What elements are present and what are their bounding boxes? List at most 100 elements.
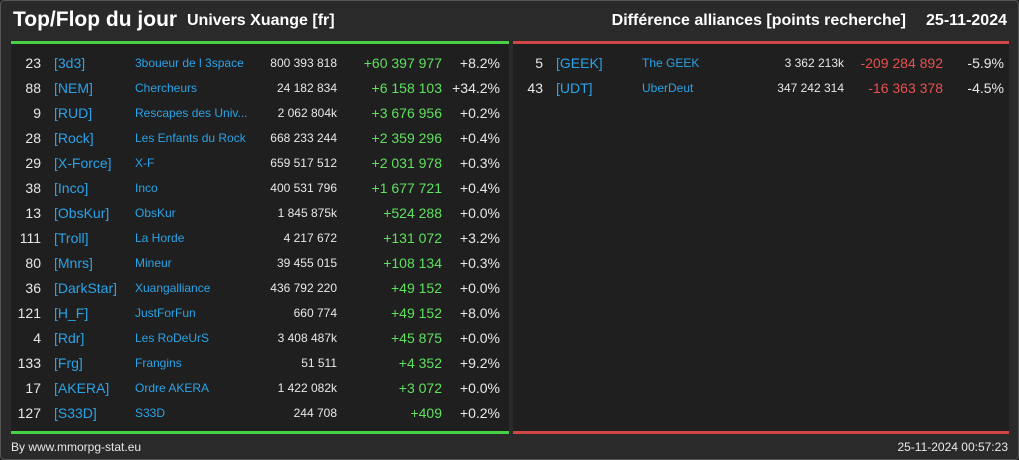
alliance-tag-link[interactable]: [X-Force] [54, 155, 112, 171]
alliance-row: 4 [Rdr] Les RoDeUrS 3 408 487k +45 875 +0.0% [11, 326, 509, 351]
alliance-name-link[interactable]: The GEEK [642, 56, 700, 70]
alliance-name-link[interactable]: Inco [135, 181, 158, 195]
alliance-rank: 29 [25, 155, 41, 171]
alliance-name-link[interactable]: 3boueur de l 3space [135, 56, 244, 70]
alliance-tag-link[interactable]: [DarkStar] [54, 280, 118, 296]
percent-change: +0.0% [459, 205, 500, 221]
alliance-row: 9 [RUD] Rescapes des Univ... 2 062 804k +3 6… [11, 101, 509, 126]
alliance-name-link[interactable]: La Horde [135, 231, 185, 245]
percent-change: +0.0% [459, 330, 500, 346]
alliance-tag-link[interactable]: [GEEK] [556, 55, 603, 71]
top-losers-panel: 5 [GEEK] The GEEK 3 362 213k -209 284 892 -5.… [513, 41, 1009, 434]
alliance-rank: 9 [33, 105, 41, 121]
alliance-points: 3 362 213k [784, 56, 844, 70]
alliance-rank: 4 [33, 330, 41, 346]
alliance-name-link[interactable]: S33D [135, 406, 166, 420]
alliance-rank: 5 [535, 55, 543, 71]
points-difference: +4 352 [398, 355, 442, 371]
percent-change: -4.5% [967, 80, 1004, 96]
alliance-tag-link[interactable]: [H_F] [54, 305, 89, 321]
points-difference: +1 677 721 [371, 180, 442, 196]
alliance-points: 660 774 [293, 306, 337, 320]
alliance-points: 1 422 082k [277, 381, 337, 395]
percent-change: +34.2% [452, 80, 500, 96]
alliance-rank: 23 [25, 55, 41, 71]
alliance-points: 51 511 [301, 356, 337, 370]
alliance-points: 3 408 487k [277, 331, 337, 345]
alliance-tag-link[interactable]: [Frg] [54, 355, 83, 371]
alliance-name-link[interactable]: Les RoDeUrS [135, 331, 210, 345]
alliance-name-link[interactable]: Les Enfants du Rock [135, 131, 246, 145]
alliance-rank: 111 [19, 230, 41, 246]
points-difference: +3 072 [398, 380, 442, 396]
alliance-name-link[interactable]: UberDeut [642, 81, 694, 95]
alliance-tag-link[interactable]: [NEM] [54, 80, 93, 96]
alliance-row: 88 [NEM] Chercheurs 24 182 834 +6 158 103 +34… [11, 76, 509, 101]
percent-change: +0.3% [459, 255, 500, 271]
header: Top/Flop du jour Univers Xuange [fr] Dif… [1, 1, 1018, 41]
points-difference: +60 397 977 [363, 55, 442, 71]
alliance-tag-link[interactable]: [Rock] [54, 130, 94, 146]
percent-change: +3.2% [459, 230, 500, 246]
alliance-name-link[interactable]: Frangins [135, 356, 182, 370]
alliance-tag-link[interactable]: [ObsKur] [54, 205, 110, 221]
alliance-row: 5 [GEEK] The GEEK 3 362 213k -209 284 892 -5.… [513, 51, 1009, 76]
alliance-row: 28 [Rock] Les Enfants du Rock 668 233 244 +2… [11, 126, 509, 151]
alliance-tag-link[interactable]: [3d3] [54, 55, 86, 71]
points-difference: +45 875 [391, 330, 442, 346]
points-difference: +524 288 [383, 205, 442, 221]
alliance-rank: 88 [25, 80, 41, 96]
alliance-name-link[interactable]: Rescapes des Univ... [135, 106, 248, 120]
alliance-rank: 17 [25, 380, 41, 396]
alliance-row: 133 [Frg] Frangins 51 511 +4 352 +9.2% [11, 351, 509, 376]
points-difference: +131 072 [383, 230, 442, 246]
alliance-points: 1 845 875k [277, 206, 337, 220]
alliance-name-link[interactable]: JustForFun [135, 306, 196, 320]
alliance-row: 121 [H_F] JustForFun 660 774 +49 152 +8.0% [11, 301, 509, 326]
alliance-rank: 43 [527, 80, 543, 96]
top-gainers-panel: 23 [3d3] 3boueur de l 3space 800 393 818 +60… [11, 41, 509, 434]
alliance-name-link[interactable]: ObsKur [135, 206, 176, 220]
alliance-points: 436 792 220 [270, 281, 337, 295]
percent-change: -5.9% [967, 55, 1004, 71]
alliance-row: 127 [S33D] S33D 244 708 +409 +0.2% [11, 401, 509, 426]
alliance-name-link[interactable]: X-F [135, 156, 155, 170]
universe-label: Univers Xuange [fr] [187, 12, 335, 29]
alliance-tag-link[interactable]: [Rdr] [54, 330, 85, 346]
percent-change: +0.4% [459, 130, 500, 146]
alliance-name-link[interactable]: Ordre AKERA [135, 381, 210, 395]
points-difference: +2 031 978 [371, 155, 442, 171]
percent-change: +8.0% [459, 305, 500, 321]
alliance-row: 80 [Mnrs] Mineur 39 455 015 +108 134 +0.3% [11, 251, 509, 276]
alliance-points: 2 062 804k [277, 106, 337, 120]
alliance-tag-link[interactable]: [Mnrs] [54, 255, 93, 271]
alliance-rank: 133 [17, 355, 41, 371]
alliance-tag-link[interactable]: [UDT] [556, 80, 593, 96]
alliance-tag-link[interactable]: [S33D] [54, 405, 97, 421]
site-credit: By www.mmorpg-stat.eu [11, 440, 142, 454]
alliance-rank: 28 [25, 130, 41, 146]
alliance-tag-link[interactable]: [Inco] [54, 180, 89, 196]
alliance-rank: 13 [25, 205, 41, 221]
points-difference: -16 363 378 [868, 80, 943, 96]
alliance-tag-link[interactable]: [AKERA] [54, 380, 110, 396]
generated-timestamp: 25-11-2024 00:57:23 [897, 440, 1008, 454]
ranking-date: 25-11-2024 [926, 12, 1007, 29]
alliance-row: 17 [AKERA] Ordre AKERA 1 422 082k +3 072 +0.0… [11, 376, 509, 401]
percent-change: +8.2% [459, 55, 500, 71]
points-difference: +49 152 [391, 280, 442, 296]
percent-change: +9.2% [459, 355, 500, 371]
alliance-tag-link[interactable]: [Troll] [54, 230, 89, 246]
page-title: Top/Flop du jour [13, 8, 178, 31]
points-difference: +49 152 [391, 305, 442, 321]
percent-change: +0.4% [459, 180, 500, 196]
alliance-name-link[interactable]: Xuangalliance [135, 281, 211, 295]
alliance-row: 43 [UDT] UberDeut 347 242 314 -16 363 378 -4.… [513, 76, 1009, 101]
alliance-row: 38 [Inco] Inco 400 531 796 +1 677 721 +0.4% [11, 176, 509, 201]
alliance-name-link[interactable]: Chercheurs [135, 81, 198, 95]
alliance-tag-link[interactable]: [RUD] [54, 105, 93, 121]
alliance-points: 4 217 672 [283, 231, 337, 245]
alliance-name-link[interactable]: Mineur [135, 256, 172, 270]
alliance-rank: 127 [17, 405, 41, 421]
